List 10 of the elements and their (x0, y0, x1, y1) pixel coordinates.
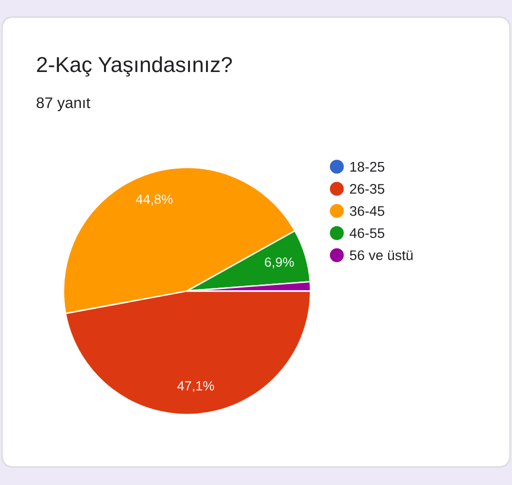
data-label: 47,1% (177, 381, 214, 392)
legend-label: 26-35 (350, 184, 384, 194)
legend-label: 36-45 (350, 206, 384, 216)
chart-title: 2-Kaç Yaşındasınız? (37, 56, 232, 77)
legend-label: 56 ve üstü (350, 250, 413, 260)
chart-subtitle: 87 yanıt (36, 97, 90, 112)
data-label: 6,9% (264, 257, 294, 268)
data-label: 44,8% (136, 194, 173, 206)
legend-label: 46-55 (350, 228, 384, 238)
legend-label: 18-25 (350, 162, 384, 172)
